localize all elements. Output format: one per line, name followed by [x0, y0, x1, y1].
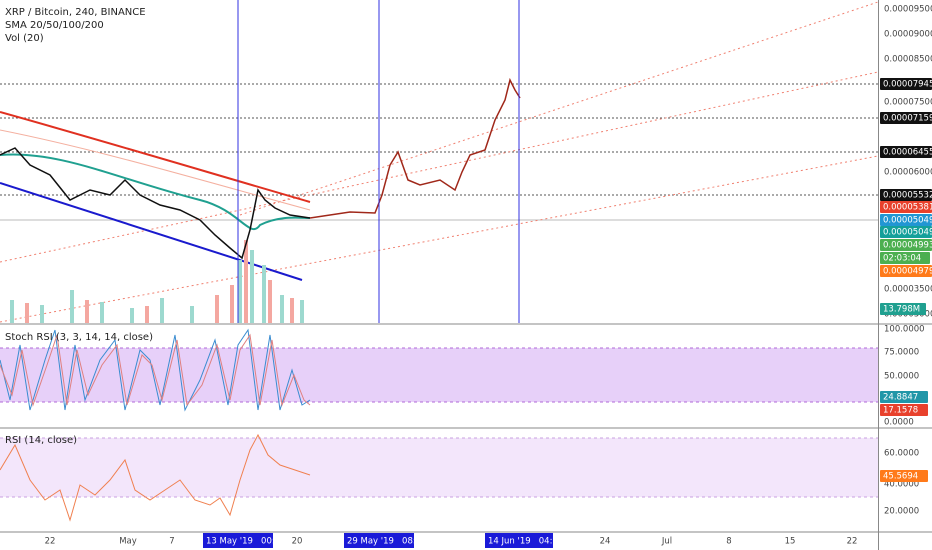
axis-badge-label: 17.1578: [883, 406, 918, 416]
axis-label: 75.0000: [884, 348, 919, 358]
stoch-d: [0, 333, 311, 407]
sma-50: [0, 153, 311, 231]
volume-label: Vol (20): [5, 33, 44, 44]
axis-badge: [880, 214, 932, 226]
axis-label: 20: [292, 537, 303, 547]
stoch-title: Stoch RSI (3, 3, 14, 14, close): [5, 332, 153, 343]
volume-bars-down: [25, 240, 294, 323]
date-badge-label: 29 May '19 08:00: [347, 537, 427, 547]
axis-badge: [880, 146, 932, 158]
axis-label: 50.0000: [884, 372, 919, 382]
axis-badge: [880, 112, 932, 124]
axis-badge: [880, 391, 928, 403]
stoch-band: [0, 348, 878, 402]
axis-badge-label: 0.00007159: [883, 114, 932, 124]
axis-label: 100.0000: [884, 325, 925, 335]
axis-label: 15: [785, 537, 796, 547]
axis-label: Jul: [661, 537, 672, 547]
axis-badge: [880, 265, 932, 277]
date-badge: [203, 533, 273, 548]
axis-badge-label: 0.00007945: [883, 80, 932, 90]
axis-label: 8: [726, 537, 731, 547]
axis-label: 20.0000: [884, 507, 919, 517]
symbol-title: XRP / Bitcoin, 240, BINANCE: [5, 7, 146, 18]
stoch-k: [0, 328, 311, 412]
axis-label: 22: [847, 537, 858, 547]
axis-label: 0.00007500: [884, 98, 932, 108]
price-projection: [309, 77, 521, 219]
axis-badge: [880, 239, 932, 251]
axis-badge: [880, 201, 932, 213]
axis-label: 0.00009000: [884, 30, 932, 40]
trend-channel: [0, 1, 879, 323]
rsi-title: RSI (14, close): [5, 435, 77, 446]
volume-bars: [10, 250, 304, 323]
axis-badge: [880, 470, 928, 482]
axis-label: 22: [45, 537, 56, 547]
axis-badge-label: 0.00005532: [883, 191, 932, 201]
rsi-line: [0, 433, 311, 522]
date-badge: [344, 533, 414, 548]
axis-badge-label: 0.00005381: [883, 203, 932, 213]
axis-label: 0.00009500: [884, 5, 932, 15]
axis-label: 0.00003500: [884, 285, 932, 295]
axis-badge-label: 45.5694: [883, 472, 918, 482]
axis-badge-label: 13.798M: [883, 305, 920, 315]
axis-label: 60.0000: [884, 449, 919, 459]
axis-badge-label: 0.00005049: [883, 216, 932, 226]
axis-badge: [880, 226, 932, 238]
date-badge-label: 14 Jun '19 04:00: [488, 537, 563, 547]
axis-label: 7: [169, 537, 174, 547]
axis-label: 0.00006000: [884, 168, 932, 178]
axis-label: May: [119, 537, 137, 547]
axis-badge: [880, 252, 930, 264]
price-candles: [0, 147, 311, 260]
date-markers: [237, 0, 520, 323]
axis-badge-label: 0.00004993: [883, 241, 932, 251]
axis-badge-label: 02:03:04: [883, 254, 921, 264]
axis-label: 0.0000: [884, 418, 914, 428]
axis-badge-label: 0.00006455: [883, 148, 932, 158]
date-badge: [485, 533, 553, 548]
axis-badge: [880, 189, 932, 201]
date-badge-label: 13 May '19 00:00: [206, 537, 286, 547]
axis-badge: [880, 404, 928, 416]
axis-badge-label: 24.8847: [883, 393, 918, 403]
axis-badge-label: 0.00005049: [883, 228, 932, 238]
axis-badge: [880, 303, 926, 315]
rsi-band: [0, 438, 878, 497]
sma-100: [0, 129, 311, 211]
sma-label: SMA 20/50/100/200: [5, 20, 104, 31]
axis-label: 0.00008500: [884, 55, 932, 65]
axis-badge-label: 0.00004979: [883, 267, 932, 277]
axis-badge: [880, 78, 932, 90]
sma-200: [0, 111, 311, 203]
axis-label: 40.0000: [884, 480, 919, 490]
axis-label: 24: [600, 537, 611, 547]
